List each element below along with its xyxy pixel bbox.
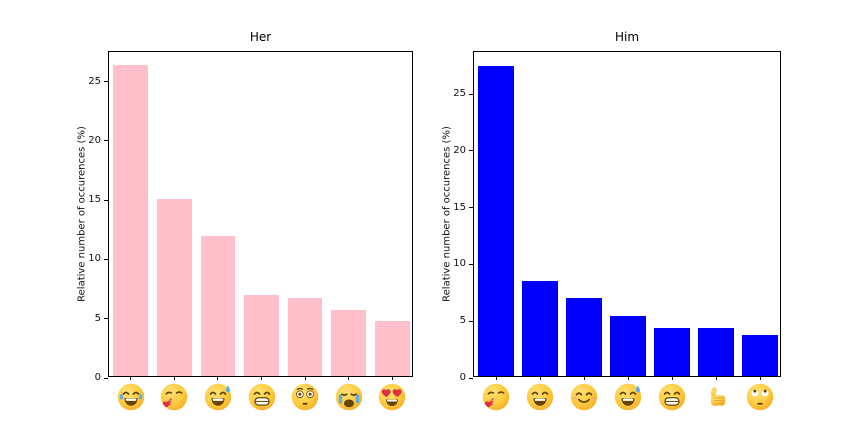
x-tick-mark bbox=[173, 376, 175, 380]
x-tick-mark bbox=[217, 376, 219, 380]
chart-title-him: Him bbox=[614, 30, 640, 44]
y-tick-mark bbox=[104, 377, 108, 379]
bar-beaming-face-with-smiling-eyes bbox=[654, 328, 690, 376]
x-tick-mark bbox=[130, 376, 132, 380]
x-tick-mark bbox=[495, 376, 497, 380]
y-tick-mark bbox=[104, 140, 108, 142]
bar-face-with-tears-of-joy bbox=[113, 65, 149, 376]
bar-face-with-rolling-eyes bbox=[742, 335, 778, 376]
x-tick-mark bbox=[391, 376, 393, 380]
x-tick-mark bbox=[759, 376, 761, 380]
bar-flushed-face bbox=[287, 297, 323, 376]
emoji-grinning-face-with-smiling-eyes-icon bbox=[526, 383, 554, 411]
y-tick-mark bbox=[104, 318, 108, 320]
bar-loudly-crying-face bbox=[331, 309, 367, 376]
y-tick-label: 15 bbox=[88, 194, 101, 206]
emoji-smiling-face-with-smiling-eyes-icon bbox=[570, 383, 598, 411]
bar-grinning-face-with-sweat bbox=[200, 236, 236, 376]
y-tick-label: 20 bbox=[453, 144, 466, 156]
y-tick-mark bbox=[469, 150, 473, 152]
emoji-flushed-face-icon bbox=[291, 383, 319, 411]
x-tick-mark bbox=[348, 376, 350, 380]
y-tick-label: 15 bbox=[453, 201, 466, 213]
y-axis-label-her: Relative number of occurences (%) bbox=[76, 126, 88, 302]
y-tick-mark bbox=[104, 258, 108, 260]
x-tick-mark bbox=[304, 376, 306, 380]
x-tick-mark bbox=[671, 376, 673, 380]
plot-area-her: 0 5 10 15 20 25 bbox=[88, 51, 413, 411]
plot-area-him: 0 5 10 15 20 25 bbox=[453, 51, 781, 411]
emoji-beaming-face-with-smiling-eyes-icon bbox=[248, 383, 276, 411]
emoji-face-with-tears-of-joy-icon bbox=[117, 383, 145, 411]
y-tick-label: 10 bbox=[453, 258, 466, 270]
y-tick-label: 0 bbox=[459, 372, 466, 383]
y-tick-label: 0 bbox=[94, 372, 101, 383]
x-tick-mark bbox=[583, 376, 585, 380]
emoji-beaming-face-with-smiling-eyes-icon bbox=[658, 383, 686, 411]
emoji-grinning-face-with-sweat-icon bbox=[204, 383, 232, 411]
y-tick-mark bbox=[469, 320, 473, 322]
y-tick-label: 5 bbox=[459, 315, 466, 327]
bar-grinning-face-with-smiling-eyes bbox=[522, 280, 558, 376]
bar-grinning-face-with-sweat bbox=[610, 315, 646, 376]
chart-title-her: Her bbox=[249, 30, 272, 44]
y-tick-mark bbox=[104, 81, 108, 83]
x-tick-mark bbox=[715, 376, 717, 380]
x-tick-mark bbox=[627, 376, 629, 380]
bar-face-blowing-a-kiss bbox=[156, 199, 192, 376]
bar-beaming-face-with-smiling-eyes bbox=[244, 295, 279, 376]
y-tick-mark bbox=[469, 207, 473, 209]
emoji-thumbs-up-icon bbox=[702, 383, 730, 411]
y-tick-mark bbox=[104, 199, 108, 201]
y-tick-mark bbox=[469, 377, 473, 379]
bar-face-blowing-a-kiss bbox=[478, 65, 514, 376]
y-axis-label-him: Relative number of occurences (%) bbox=[441, 126, 453, 302]
x-tick-mark bbox=[539, 376, 541, 380]
y-tick-label: 10 bbox=[88, 253, 101, 265]
emoji-face-blowing-a-kiss-icon bbox=[160, 383, 188, 411]
chart-panel-him: Him Relative number of occurences (%) 0 5… bbox=[442, 30, 781, 411]
chart-panel-her: Her Relative number of occurences (%) 0 5… bbox=[77, 30, 413, 411]
y-tick-mark bbox=[469, 263, 473, 265]
emoji-grinning-face-with-sweat-icon bbox=[614, 383, 642, 411]
emoji-smiling-face-with-heart-eyes-icon bbox=[378, 383, 406, 411]
bar-smiling-face-with-heart-eyes bbox=[374, 321, 410, 376]
y-tick-label: 5 bbox=[94, 312, 101, 324]
emoji-loudly-crying-face-icon bbox=[335, 383, 363, 411]
bar-thumbs-up bbox=[698, 328, 734, 376]
emoji-face-with-rolling-eyes-icon bbox=[746, 383, 774, 411]
bar-smiling-face-with-smiling-eyes bbox=[566, 297, 602, 376]
y-tick-label: 25 bbox=[453, 88, 466, 100]
y-tick-label: 25 bbox=[88, 75, 101, 87]
y-tick-label: 20 bbox=[88, 134, 101, 146]
emoji-face-blowing-a-kiss-icon bbox=[482, 383, 510, 411]
x-tick-mark bbox=[261, 376, 262, 380]
y-tick-mark bbox=[469, 93, 473, 95]
